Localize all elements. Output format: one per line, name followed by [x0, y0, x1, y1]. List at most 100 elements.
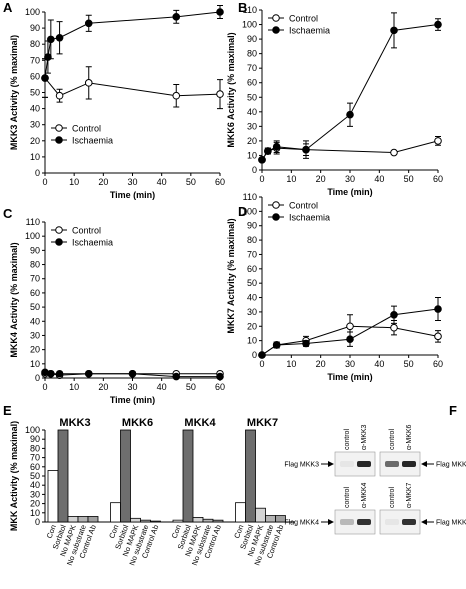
- panel-label: F: [449, 403, 457, 418]
- data-point: [390, 148, 398, 157]
- legend-label: Control: [72, 124, 101, 134]
- y-tick-label: 10: [247, 336, 257, 346]
- data-point: [47, 35, 55, 44]
- series-line: [261, 140, 439, 161]
- y-tick-label: 50: [30, 88, 40, 98]
- data-point: [47, 369, 55, 378]
- y-tick-label: 110: [243, 192, 257, 202]
- y-tick-label: 70: [247, 63, 257, 73]
- band: [402, 461, 416, 467]
- bar: [212, 519, 224, 523]
- data-point: [44, 53, 52, 61]
- x-tick-label: 60: [433, 359, 443, 369]
- data-point: [172, 13, 181, 21]
- x-tick-label: 40: [157, 382, 167, 392]
- y-tick-label: 0: [35, 373, 40, 383]
- band: [340, 519, 354, 525]
- y-tick-label: 20: [247, 321, 257, 331]
- data-point: [172, 91, 181, 100]
- series-line: [44, 11, 221, 79]
- data-point: [216, 372, 224, 381]
- y-tick-label: 80: [30, 260, 40, 270]
- data-point: [258, 156, 266, 164]
- y-tick-label: 110: [26, 217, 40, 227]
- data-point: [302, 145, 310, 154]
- x-tick-label: 50: [186, 382, 196, 392]
- bar: [202, 518, 214, 523]
- legend-marker: [55, 124, 63, 132]
- y-tick-label: 20: [30, 499, 40, 509]
- y-tick-label: 30: [30, 330, 40, 340]
- x-tick-label: 10: [69, 382, 79, 392]
- bar: [255, 507, 266, 523]
- bar: [182, 429, 194, 523]
- data-point: [84, 79, 93, 87]
- y-tick-label: 100: [242, 20, 257, 30]
- data-point: [346, 322, 354, 331]
- y-tick-label: 40: [247, 107, 257, 117]
- data-point: [172, 372, 181, 381]
- bar: [235, 502, 246, 523]
- y-tick-label: 100: [25, 231, 40, 241]
- y-axis-title: MKK4 Activity (% maximal): [9, 242, 19, 357]
- y-tick-label: 70: [30, 453, 40, 463]
- bar: [67, 516, 79, 523]
- data-point: [390, 26, 398, 35]
- y-tick-label: 100: [25, 7, 40, 17]
- data-point: [216, 8, 224, 16]
- y-tick-label: 50: [30, 302, 40, 312]
- y-tick-label: 110: [243, 5, 257, 15]
- bar: [110, 502, 121, 523]
- x-tick-label: 30: [127, 382, 137, 392]
- x-tick-label: 20: [316, 359, 326, 369]
- bar: [192, 517, 204, 523]
- y-tick-label: 30: [30, 120, 40, 130]
- lane-label: control: [389, 429, 396, 450]
- y-axis-title: MKK Activity (% maximal): [9, 421, 19, 531]
- y-tick-label: 60: [30, 288, 40, 298]
- group-label: MKK4: [184, 417, 216, 429]
- lane-label: control: [344, 429, 351, 450]
- y-tick-label: 10: [30, 359, 40, 369]
- legend-label: Ischaemia: [72, 136, 113, 146]
- y-tick-label: 100: [25, 425, 40, 435]
- y-axis-title: MKK7 Activity (% maximal): [226, 218, 236, 333]
- data-point: [41, 74, 49, 82]
- x-tick-label: 0: [42, 177, 47, 187]
- data-point: [272, 341, 281, 349]
- x-tick-label: 0: [259, 174, 264, 184]
- y-tick-label: 90: [30, 245, 40, 255]
- band: [340, 461, 354, 467]
- bar: [172, 519, 184, 523]
- y-tick-label: 10: [247, 150, 257, 160]
- x-tick-label: 60: [215, 382, 225, 392]
- lane-label: α-MKK6: [406, 424, 413, 450]
- blot-label: Flag MKK4: [284, 520, 319, 527]
- data-point: [84, 369, 93, 378]
- bar: [120, 429, 131, 523]
- bar-label: Con: [232, 524, 245, 540]
- panel-label: D: [238, 204, 247, 219]
- band: [402, 519, 416, 525]
- x-tick-label: 10: [286, 174, 296, 184]
- y-tick-label: 70: [30, 274, 40, 284]
- legend-marker: [272, 26, 280, 34]
- group-label: MKK3: [59, 417, 90, 429]
- bar: [57, 429, 69, 523]
- y-tick-label: 90: [30, 23, 40, 33]
- data-point: [128, 369, 137, 378]
- x-tick-label: 30: [345, 174, 355, 184]
- blot-label: Flag MKK7: [436, 520, 466, 527]
- panel-label: E: [3, 403, 12, 418]
- lane-label: control: [389, 487, 396, 508]
- y-tick-label: 50: [247, 92, 257, 102]
- lane-label: α-MKK4: [361, 482, 368, 508]
- group-label: MKK6: [122, 417, 153, 429]
- x-tick-label: 40: [374, 359, 384, 369]
- bar-label: Con: [45, 524, 58, 540]
- x-tick-label: 20: [98, 177, 108, 187]
- y-axis-title: MKK6 Activity (% maximal): [226, 32, 236, 147]
- y-tick-label: 0: [35, 168, 40, 178]
- legend-label: Ischaemia: [289, 213, 330, 223]
- blot-label: Flag MKK6: [436, 462, 466, 469]
